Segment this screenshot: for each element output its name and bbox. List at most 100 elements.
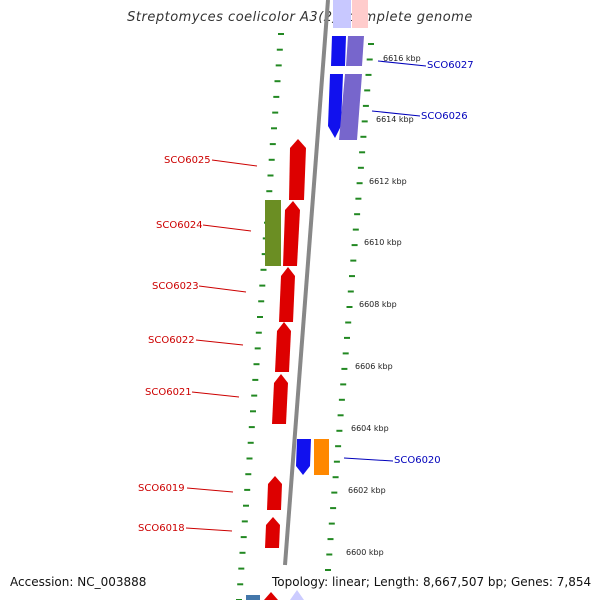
scale-tick-right <box>335 445 342 448</box>
gene-label-sco6024[interactable]: SCO6024 <box>156 220 203 231</box>
scale-tick-left <box>251 394 258 397</box>
scale-tick-left <box>269 143 276 146</box>
partial-feature-bottom-red[interactable] <box>264 592 278 600</box>
leader-line-sco6025 <box>211 159 258 167</box>
scale-tick-left <box>271 127 277 130</box>
scale-tick-left <box>258 300 265 303</box>
gene-sco6019-arrow[interactable] <box>267 476 282 510</box>
leader-line-sco6019 <box>186 487 234 493</box>
gene-label-sco6020[interactable]: SCO6020 <box>394 455 441 466</box>
partial-feature-top-right[interactable] <box>352 0 368 28</box>
gene-sco6025-arrow[interactable] <box>289 139 306 200</box>
scale-tick-right <box>362 104 369 107</box>
scale-tick-right <box>344 336 350 339</box>
gene-sco6024-arrow[interactable] <box>283 201 300 266</box>
scale-tick-right <box>333 460 340 463</box>
genome-title: Streptomyces coelicolor A3(2), complete … <box>127 10 473 25</box>
gene-sco6026-arrow[interactable] <box>328 74 343 138</box>
gene-label-sco6022[interactable]: SCO6022 <box>148 335 195 346</box>
gene-label-sco6018[interactable]: SCO6018 <box>138 523 185 534</box>
scale-tick-left <box>250 410 256 413</box>
scale-tick-left <box>238 567 245 570</box>
scale-tick-right <box>327 538 334 541</box>
scale-tick-left <box>268 158 275 161</box>
scale-label-6606: 6606 kbp <box>355 362 393 371</box>
scale-tick-right <box>356 182 363 185</box>
scale-tick-left <box>259 284 266 287</box>
scale-tick-right <box>328 522 335 525</box>
gene-label-sco6026[interactable]: SCO6026 <box>421 111 468 122</box>
gene-label-sco6021[interactable]: SCO6021 <box>145 387 192 398</box>
scale-tick-right <box>330 507 337 510</box>
partial-feature-bottom-lavender[interactable] <box>290 590 304 600</box>
leader-line-sco6026 <box>371 110 421 117</box>
scale-tick-right <box>326 553 333 556</box>
scale-tick-right <box>352 228 359 231</box>
scale-tick-right <box>360 135 367 138</box>
gene-sco6020-arrow[interactable] <box>296 439 311 475</box>
scale-label-6616: 6616 kbp <box>383 54 421 63</box>
scale-tick-left <box>275 64 282 67</box>
scale-tick-left <box>240 536 247 539</box>
left-scale-track <box>236 33 284 600</box>
scale-label-6612: 6612 kbp <box>369 177 407 186</box>
genome-summary-label: Topology: linear; Length: 8,667,507 bp; … <box>272 575 592 589</box>
gene-sco6018-arrow[interactable] <box>265 517 280 548</box>
scale-tick-left <box>272 111 279 114</box>
genome-axis <box>283 0 330 566</box>
gene-sco6027-partner-block[interactable] <box>346 36 364 66</box>
scale-tick-left <box>241 520 248 523</box>
scale-tick-right <box>355 197 362 200</box>
partial-feature-top-left[interactable] <box>333 0 351 28</box>
leader-line-sco6020 <box>343 457 394 462</box>
scale-tick-left <box>246 457 253 460</box>
scale-tick-left <box>266 190 273 193</box>
scale-tick-right <box>347 290 354 293</box>
scale-tick-left <box>273 95 280 98</box>
scale-tick-right <box>351 244 358 247</box>
gene-sco6020-orange-block[interactable] <box>314 439 329 475</box>
scale-label-6610: 6610 kbp <box>364 238 402 247</box>
scale-tick-right <box>325 569 331 571</box>
leader-line-sco6023 <box>198 285 247 293</box>
leader-line-sco6027 <box>377 60 427 67</box>
scale-tick-left <box>237 583 244 586</box>
scale-tick-right <box>365 73 372 76</box>
scale-tick-left <box>278 33 284 35</box>
gene-sco6024-olive-block[interactable] <box>265 200 281 266</box>
scale-tick-right <box>338 398 345 401</box>
scale-tick-right <box>341 367 348 370</box>
scale-tick-right <box>336 429 343 432</box>
gene-label-sco6019[interactable]: SCO6019 <box>138 483 185 494</box>
gene-label-sco6027[interactable]: SCO6027 <box>427 60 474 71</box>
gene-sco6021-arrow[interactable] <box>272 374 288 424</box>
scale-tick-right <box>368 43 374 45</box>
scale-label-6614: 6614 kbp <box>376 115 414 124</box>
scale-tick-right <box>359 151 366 154</box>
gene-label-sco6025[interactable]: SCO6025 <box>164 155 211 166</box>
accession-label: Accession: NC_003888 <box>10 575 147 589</box>
scale-tick-left <box>254 347 261 350</box>
scale-tick-left <box>257 316 263 318</box>
scale-tick-right <box>354 213 361 216</box>
scale-tick-right <box>331 491 338 494</box>
scale-tick-left <box>247 441 254 444</box>
gene-sco6027-block[interactable] <box>331 36 346 66</box>
scale-tick-right <box>345 321 352 324</box>
scale-label-6608: 6608 kbp <box>359 300 397 309</box>
gene-label-sco6023[interactable]: SCO6023 <box>152 281 199 292</box>
scale-label-6602: 6602 kbp <box>348 486 386 495</box>
scale-tick-left <box>243 504 249 507</box>
scale-tick-right <box>332 476 339 479</box>
scale-tick-right <box>346 306 353 308</box>
scale-tick-left <box>253 363 260 366</box>
gene-sco6023-arrow[interactable] <box>279 267 295 322</box>
gene-sco6022-arrow[interactable] <box>275 322 291 372</box>
gene-sco6026-partner-arrow[interactable] <box>339 74 362 140</box>
scale-label-6600: 6600 kbp <box>346 548 384 557</box>
partial-feature-bottom-blue[interactable] <box>246 595 260 600</box>
scale-tick-left <box>274 80 281 83</box>
scale-tick-right <box>364 89 371 92</box>
scale-tick-left <box>245 473 252 476</box>
